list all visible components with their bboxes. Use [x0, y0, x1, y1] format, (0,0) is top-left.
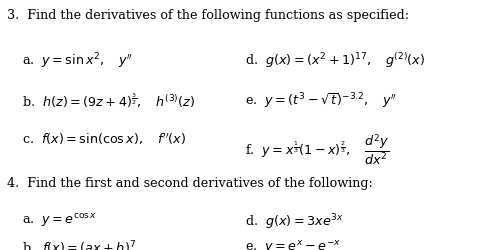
- Text: e.  $y = e^x - e^{-x}$: e. $y = e^x - e^{-x}$: [245, 238, 341, 250]
- Text: 3.  Find the derivatives of the following functions as specified:: 3. Find the derivatives of the following…: [7, 9, 410, 22]
- Text: a.  $y = \sin x^2, \quad y''$: a. $y = \sin x^2, \quad y''$: [22, 51, 133, 71]
- Text: d.  $g(x) = (x^2+1)^{17}, \quad g^{(2)}(x)$: d. $g(x) = (x^2+1)^{17}, \quad g^{(2)}(x…: [245, 51, 425, 70]
- Text: d.  $g(x) = 3xe^{3x}$: d. $g(x) = 3xe^{3x}$: [245, 211, 343, 231]
- Text: e.  $y = (t^3 - \sqrt{t})^{-3.2}, \quad y''$: e. $y = (t^3 - \sqrt{t})^{-3.2}, \quad y…: [245, 91, 397, 110]
- Text: a.  $y = e^{\cos x}$: a. $y = e^{\cos x}$: [22, 211, 98, 228]
- Text: c.  $f(x) = \sin(\cos x), \quad f''(x)$: c. $f(x) = \sin(\cos x), \quad f''(x)$: [22, 131, 186, 147]
- Text: b.  $h(z) = (9z+4)^{\frac{3}{2}}, \quad h^{(3)}(z)$: b. $h(z) = (9z+4)^{\frac{3}{2}}, \quad h…: [22, 91, 196, 110]
- Text: 4.  Find the first and second derivatives of the following:: 4. Find the first and second derivatives…: [7, 176, 373, 189]
- Text: b.  $f(x) = (ax+b)^7$: b. $f(x) = (ax+b)^7$: [22, 238, 136, 250]
- Text: f.  $y = x^{\frac{1}{3}}(1-x)^{\frac{2}{3}}, \quad \dfrac{d^2y}{dx^2}$: f. $y = x^{\frac{1}{3}}(1-x)^{\frac{2}{3…: [245, 131, 389, 166]
